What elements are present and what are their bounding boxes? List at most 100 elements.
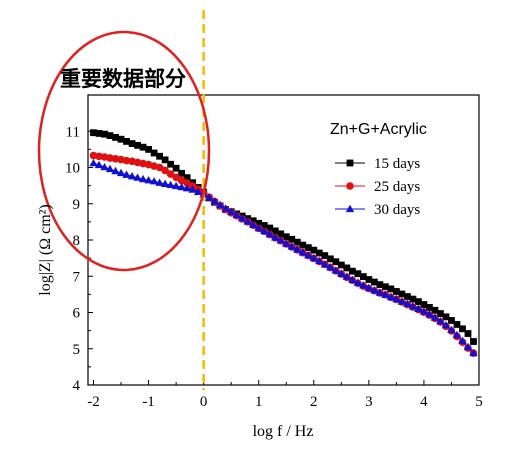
data-point [386, 292, 396, 301]
data-point [315, 256, 324, 265]
data-point [277, 230, 285, 238]
x-tick-label: 5 [475, 394, 483, 410]
data-point [398, 290, 406, 298]
axis-ticks: -2 -1 0 1 2 3 4 5 4 5 6 7 8 9 10 11 [65, 124, 483, 410]
data-point [101, 130, 108, 138]
data-point [304, 244, 312, 252]
data-point [138, 174, 148, 183]
data-point [331, 266, 341, 274]
data-point [315, 249, 323, 257]
data-point [359, 273, 367, 281]
data-point [470, 338, 477, 345]
data-point [298, 248, 307, 256]
data-point [425, 310, 434, 318]
data-point [353, 278, 363, 286]
data-point [419, 307, 429, 315]
data-point [139, 143, 147, 151]
data-point [436, 317, 445, 325]
data-point [403, 299, 412, 307]
data-point [155, 178, 164, 186]
chart-subtitle: Zn+G+Acrylic [330, 121, 427, 138]
data-point [149, 177, 159, 185]
data-point [249, 220, 258, 228]
y-tick-label: 10 [65, 161, 80, 177]
data-point [177, 182, 186, 191]
x-axis-title: log f / Hz [253, 423, 314, 440]
data-point [392, 294, 401, 303]
data-point [255, 219, 263, 227]
data-point [309, 253, 318, 262]
data-point [453, 321, 461, 328]
data-point [365, 276, 373, 283]
x-tick-label: 2 [310, 394, 318, 410]
legend-entry: 15 days [335, 156, 420, 172]
x-tick-label: 1 [255, 394, 263, 410]
data-point [414, 304, 423, 313]
data-point [282, 239, 291, 247]
data-point [172, 164, 180, 172]
data-point [134, 141, 141, 149]
data-point [161, 156, 169, 164]
data-point [271, 227, 279, 235]
data-point [375, 288, 385, 296]
data-point [260, 226, 269, 235]
data-point [95, 130, 103, 137]
data-point [123, 138, 130, 145]
data-point [94, 160, 104, 169]
data-point [342, 272, 352, 280]
data-point [442, 313, 450, 321]
x-tick-label: 0 [200, 394, 208, 410]
data-point [310, 246, 318, 254]
data-point [448, 317, 455, 324]
y-axis-title: log|Z| (Ω cm²) [37, 204, 54, 296]
legend-label: 30 days [374, 202, 420, 218]
data-point [320, 260, 330, 268]
data-point [243, 217, 252, 225]
data-point [183, 174, 191, 182]
data-point [145, 145, 152, 153]
data-point [332, 258, 340, 266]
legend-marker [346, 182, 354, 190]
data-point [337, 269, 346, 277]
data-point [469, 348, 478, 357]
legend-marker [346, 159, 354, 167]
data-point [426, 304, 433, 311]
data-point [204, 193, 214, 201]
data-point [112, 134, 119, 141]
data-point [156, 152, 163, 160]
data-point [90, 129, 97, 137]
x-tick-label: -2 [87, 394, 100, 410]
data-point [260, 222, 268, 229]
data-point [171, 181, 181, 190]
data-point [409, 295, 417, 303]
data-point [381, 283, 389, 291]
y-tick-label: 4 [73, 378, 81, 394]
y-tick-label: 5 [73, 342, 81, 358]
data-point [128, 140, 136, 147]
data-point [364, 283, 374, 291]
data-point [299, 241, 307, 249]
data-point [437, 310, 444, 317]
y-tick-label: 9 [73, 197, 81, 213]
y-tick-label: 6 [73, 306, 81, 322]
data-point [144, 175, 153, 184]
data-point [265, 230, 274, 238]
data-point [226, 207, 236, 215]
data-point [321, 252, 329, 259]
legend-entry: 25 days [335, 179, 420, 195]
data-point [133, 173, 142, 181]
data-point [232, 210, 241, 219]
data-point [100, 162, 109, 171]
data-point [430, 313, 440, 321]
data-point [459, 325, 466, 333]
data-point [276, 236, 285, 244]
data-point [166, 170, 175, 178]
data-point [254, 223, 263, 232]
data-point [106, 132, 114, 139]
data-point [441, 320, 451, 329]
data-point [304, 251, 313, 259]
data-point [387, 285, 395, 293]
data-point [178, 169, 186, 177]
data-point [166, 180, 175, 189]
